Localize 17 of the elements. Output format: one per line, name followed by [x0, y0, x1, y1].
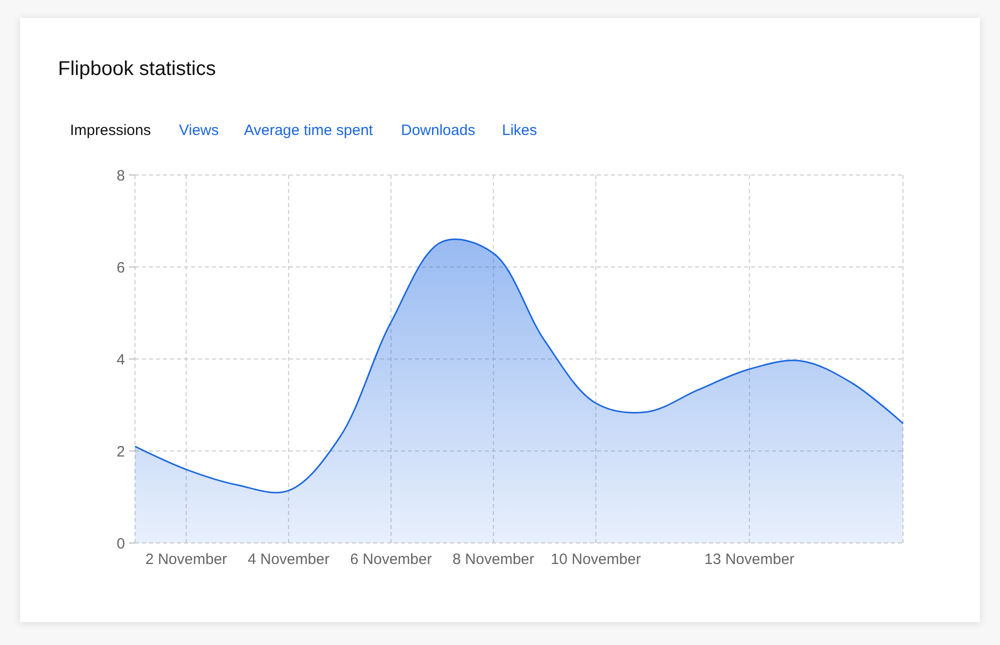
chart-title: Flipbook statistics	[58, 58, 216, 80]
y-tick-label: 8	[116, 167, 125, 184]
x-tick-label: 4 November	[248, 551, 330, 568]
x-tick-label: 8 November	[452, 551, 534, 568]
y-tick-label: 2	[116, 443, 125, 460]
y-tick-label: 0	[116, 535, 125, 552]
y-tick-label: 4	[116, 351, 125, 368]
y-tick-label: 6	[116, 259, 125, 276]
x-tick-label: 2 November	[145, 551, 228, 568]
text: Impressions	[70, 122, 151, 139]
x-tick-label: 10 November	[550, 551, 641, 568]
text: Average time spent	[244, 122, 374, 139]
text: Likes	[502, 122, 538, 139]
text: Downloads	[401, 122, 476, 139]
x-tick-label: 6 November	[350, 551, 432, 568]
text: Views	[179, 122, 219, 139]
x-tick-label: 13 November	[704, 551, 794, 568]
